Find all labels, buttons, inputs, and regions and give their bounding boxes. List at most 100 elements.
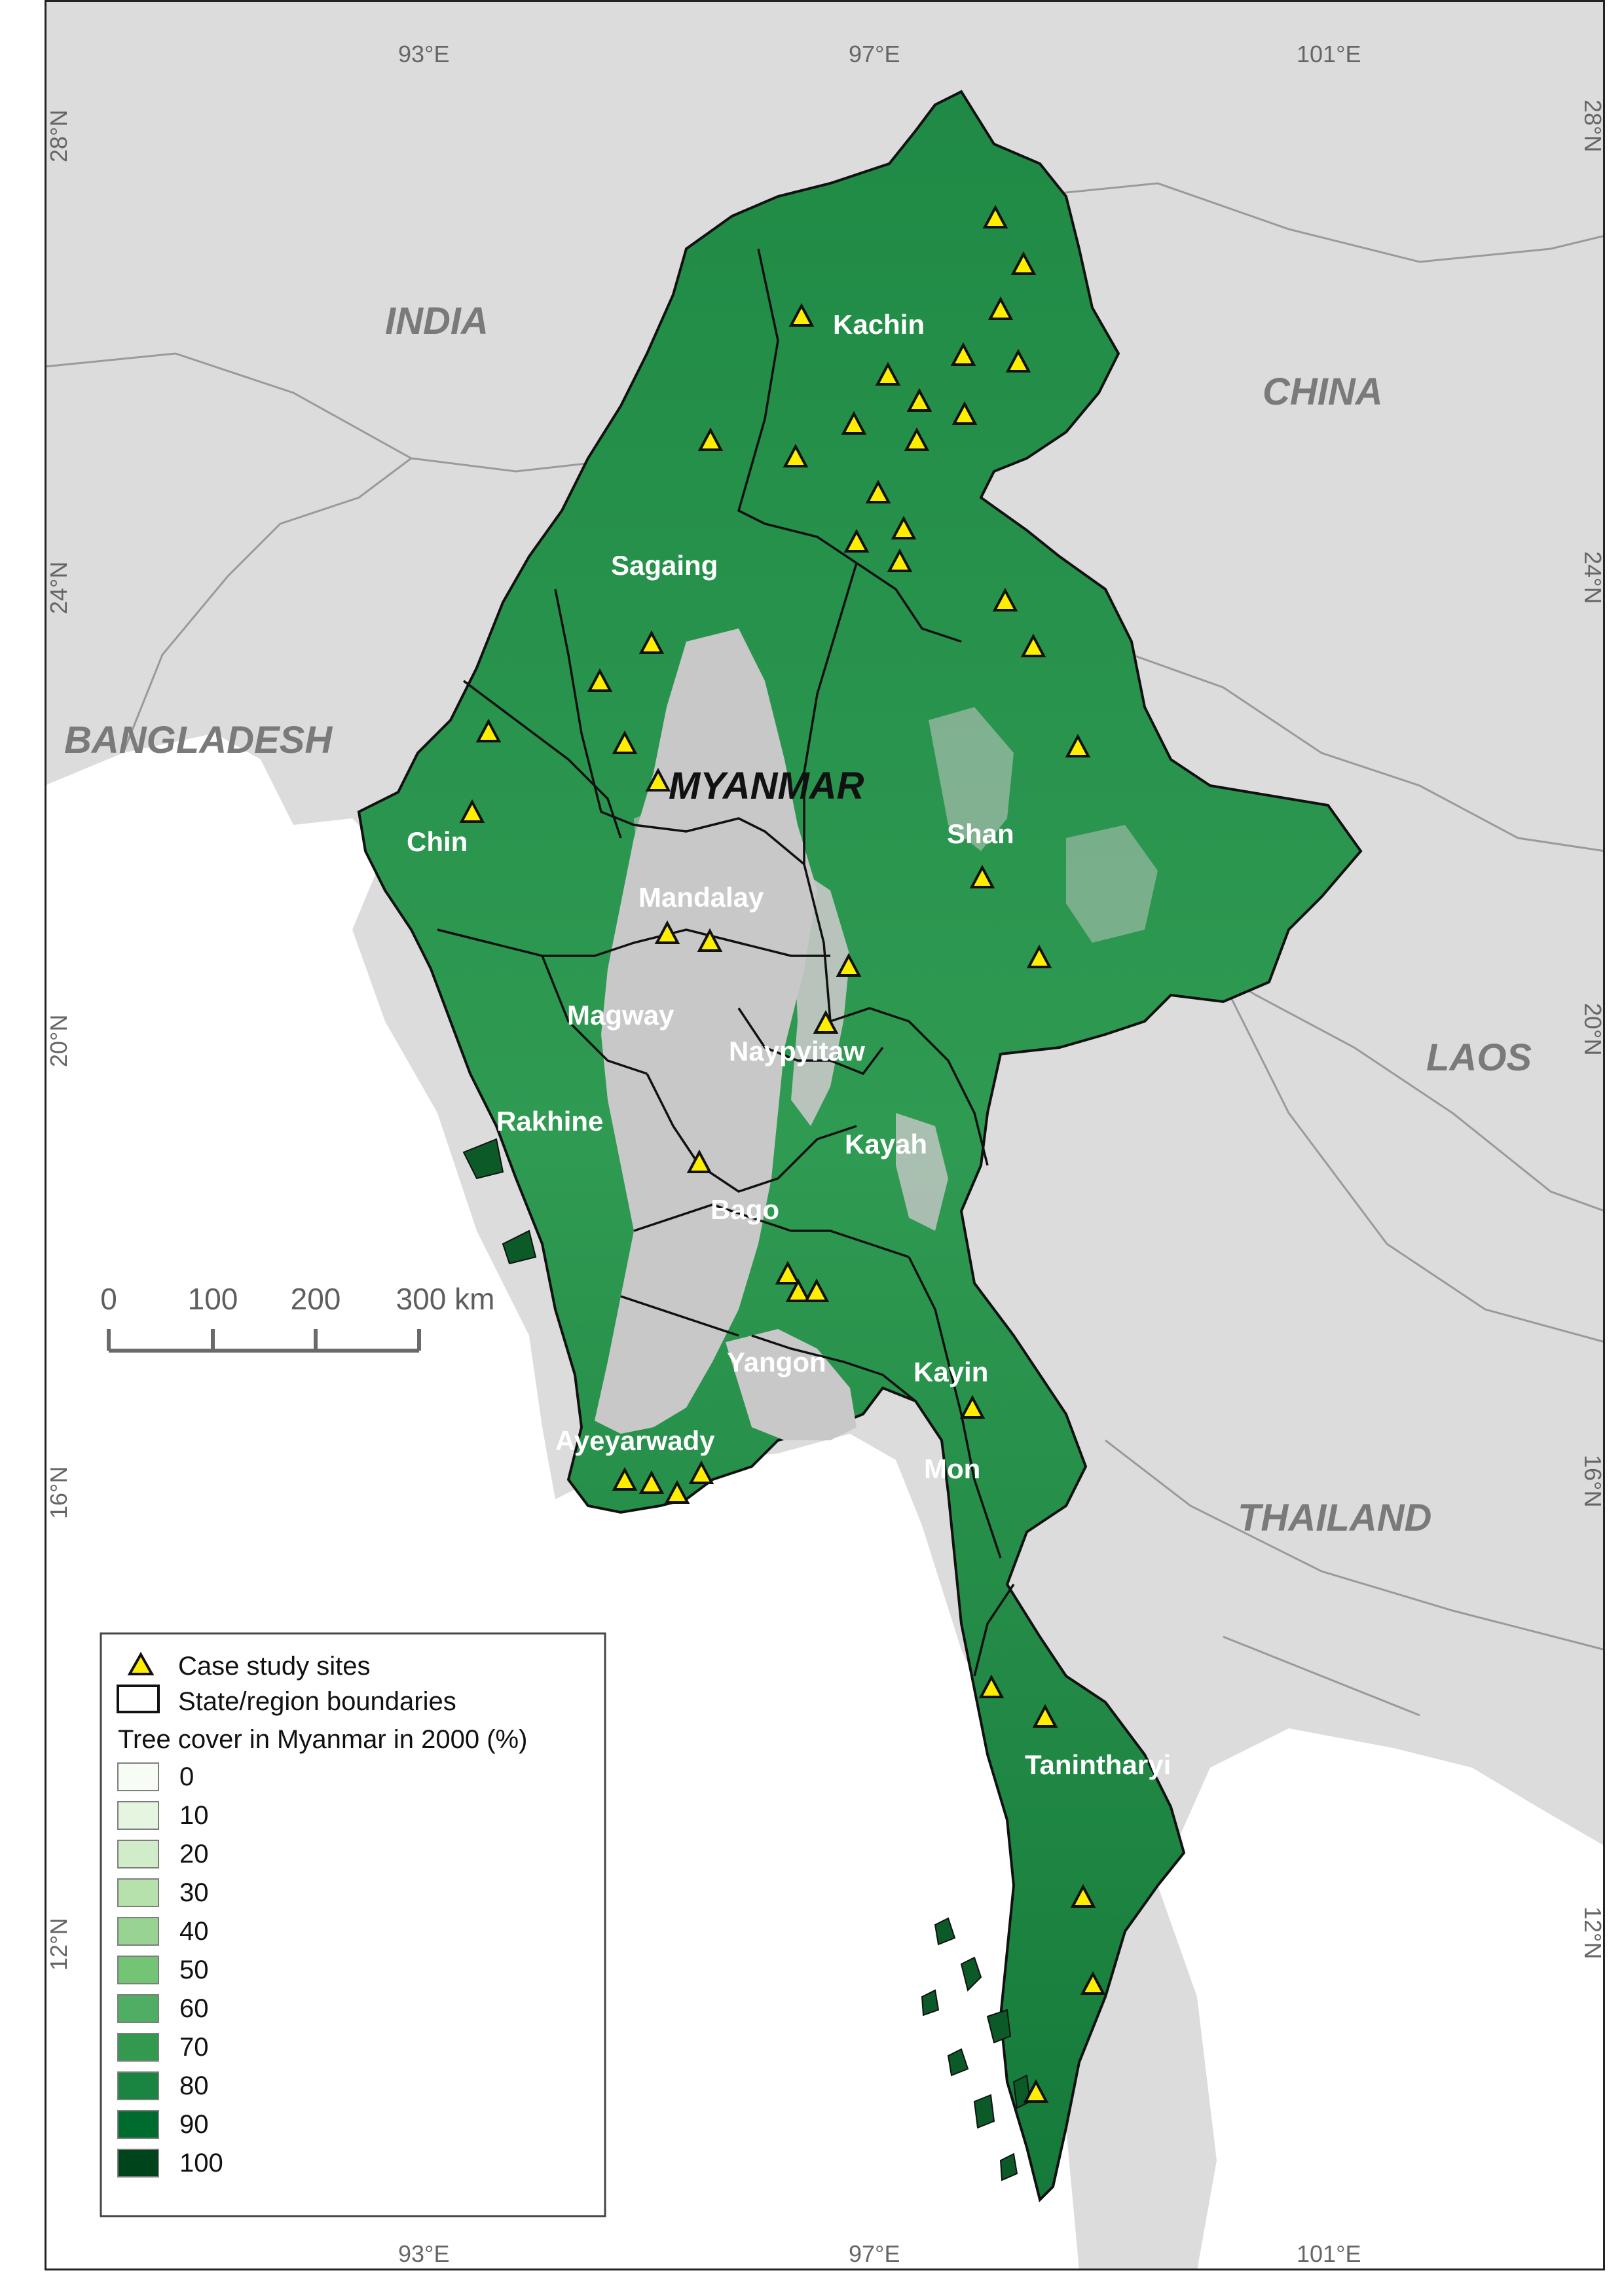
graticule-top-101e: 101°E (1297, 41, 1361, 67)
legend-swatch-0 (117, 1762, 159, 1791)
legend-class-label-80: 80 (179, 2071, 209, 2100)
legend-classes: 0 10 20 30 40 50 60 70 80 90 100 (117, 1762, 223, 2178)
legend-sites-label: Case study sites (178, 1652, 370, 1681)
label-kayah: Kayah (845, 1129, 927, 1159)
site-marker-ayeyarwady-4 (664, 1480, 690, 1504)
site-marker-sagaing-1 (697, 427, 724, 451)
site-marker-kachin-7 (875, 361, 901, 386)
site-marker-kachin-13 (865, 479, 891, 503)
map-border (45, 0, 1605, 2270)
map-frame: 93°E 97°E 101°E 93°E 97°E 101°E 28°N 24°… (44, 0, 1606, 2270)
site-marker-kachin-1 (982, 204, 1008, 228)
site-marker-tanintharyi-2 (1032, 1704, 1058, 1728)
legend-swatch-80 (117, 2071, 159, 2100)
site-marker-shan-1 (992, 587, 1018, 611)
legend: Case study sites State/region boundaries… (100, 1632, 606, 2217)
site-marker-kachin-16 (887, 548, 913, 572)
site-marker-sagaing-4 (612, 730, 638, 754)
graticule-right-24n: 24°N (1579, 551, 1605, 604)
legend-title: Tree cover in Myanmar in 2000 (%) (118, 1725, 527, 1754)
label-thailand: THAILAND (1238, 1497, 1431, 1539)
site-marker-bago-1 (686, 1149, 712, 1173)
graticule-bottom-97e: 97°E (849, 2240, 900, 2267)
scale-bar: 0 100 200 300 km (100, 1282, 495, 1353)
legend-boundaries-label: State/region boundaries (178, 1687, 456, 1716)
legend-class-label-90: 90 (179, 2110, 209, 2139)
graticule-right-16n: 16°N (1579, 1455, 1605, 1507)
site-marker-chin-2 (459, 799, 485, 823)
site-marker-kachin-2 (1010, 251, 1037, 275)
graticule-left-28n: 28°N (45, 110, 72, 162)
label-china: CHINA (1263, 371, 1383, 413)
legend-box (100, 1632, 606, 2217)
site-marker-sagaing-2 (638, 630, 665, 654)
site-marker-kachin-12 (783, 443, 809, 467)
site-marker-bago-3 (785, 1278, 811, 1302)
legend-class-label-40: 40 (179, 1917, 209, 1946)
label-bangladesh: BANGLADESH (64, 719, 333, 761)
label-naypyitaw: Naypyitaw (729, 1036, 865, 1066)
label-magway: Magway (567, 1000, 674, 1030)
legend-class-label-0: 0 (179, 1762, 194, 1791)
label-kachin: Kachin (833, 309, 925, 340)
graticule-left-12n: 12°N (45, 1918, 72, 1971)
legend-swatch-60 (117, 1994, 159, 2023)
site-marker-shan-3 (1065, 733, 1091, 757)
legend-class-label-30: 30 (179, 1878, 209, 1907)
gulf-of-thailand (1158, 1728, 1605, 2270)
site-marker-chin-1 (475, 718, 502, 742)
legend-class-label-100: 100 (179, 2149, 223, 2178)
graticule-right-28n: 28°N (1579, 100, 1605, 152)
site-marker-bago-2 (775, 1260, 801, 1285)
label-tanintharyi: Tanintharyi (1025, 1749, 1171, 1780)
site-marker-kachin-8 (906, 388, 932, 412)
label-shan: Shan (947, 818, 1014, 849)
graticule-labels: 93°E 97°E 101°E 93°E 97°E 101°E 28°N 24°… (45, 41, 1606, 2267)
offshore-islands (462, 1138, 1031, 2181)
label-myanmar: MYANMAR (669, 765, 864, 807)
legend-swatch-40 (117, 1917, 159, 1946)
graticule-left-16n: 16°N (45, 1467, 72, 1519)
site-marker-naypyitaw-1 (813, 1010, 839, 1034)
legend-class-label-20: 20 (179, 1840, 209, 1868)
scale-tick-100: 100 (188, 1282, 238, 1316)
label-sagaing: Sagaing (611, 550, 718, 581)
legend-swatch-10 (117, 1801, 159, 1830)
graticule-bottom-93e: 93°E (398, 2240, 449, 2267)
scale-tick-0: 0 (100, 1282, 117, 1316)
label-bago: Bago (710, 1194, 779, 1225)
site-marker-kachin-3 (788, 302, 815, 327)
legend-swatch-20 (117, 1840, 159, 1868)
case-study-sites (459, 204, 1106, 2103)
site-marker-sagaing-3 (587, 668, 613, 692)
map-svg: 93°E 97°E 101°E 93°E 97°E 101°E 28°N 24°… (44, 0, 1606, 2270)
graticule-top-97e: 97°E (849, 41, 900, 67)
region-labels: Kachin Sagaing Chin Shan Mandalay Magway… (407, 309, 1171, 1780)
site-marker-tanintharyi-5 (1023, 2079, 1049, 2103)
label-yangon: Yangon (727, 1347, 826, 1377)
label-laos: LAOS (1426, 1036, 1532, 1079)
graticule-bottom-101e: 101°E (1297, 2240, 1361, 2267)
site-marker-sagaing-5 (645, 767, 671, 792)
legend-class-label-70: 70 (179, 2033, 209, 2062)
site-marker-kachin-6 (1005, 348, 1031, 373)
site-marker-kayin-1 (959, 1394, 986, 1419)
myanmar-tree-cover (357, 90, 1363, 2202)
site-marker-kachin-14 (891, 515, 917, 539)
legend-swatch-70 (117, 2033, 159, 2062)
label-rakhine: Rakhine (496, 1106, 603, 1137)
scale-tick-300km: 300 km (396, 1282, 495, 1316)
legend-class-label-50: 50 (179, 1956, 209, 1984)
legend-swatch-30 (117, 1878, 159, 1907)
site-marker-ayeyarwady-3 (638, 1470, 665, 1494)
site-marker-kachin-9 (951, 401, 978, 425)
site-marker-kachin-5 (950, 342, 976, 366)
legend-class-label-60: 60 (179, 1994, 209, 2023)
graticule-left-24n: 24°N (45, 562, 72, 614)
site-marker-tanintharyi-1 (978, 1674, 1005, 1698)
site-marker-mandalay-2 (697, 928, 723, 952)
site-marker-kachin-15 (843, 528, 870, 553)
site-marker-shan-2 (1020, 633, 1046, 657)
label-mon: Mon (924, 1453, 980, 1484)
label-india: INDIA (385, 300, 489, 342)
